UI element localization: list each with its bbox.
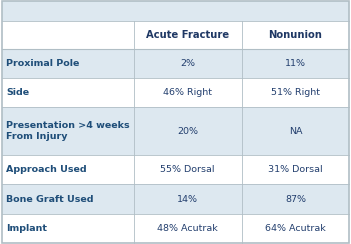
Bar <box>2 1 349 21</box>
Text: Proximal Pole: Proximal Pole <box>6 59 79 68</box>
Text: Nonunion: Nonunion <box>269 30 322 40</box>
Text: 64% Acutrak: 64% Acutrak <box>265 224 326 233</box>
Bar <box>2 78 349 107</box>
Text: 31% Dorsal: 31% Dorsal <box>268 165 323 174</box>
Text: 46% Right: 46% Right <box>163 88 212 97</box>
Text: Presentation >4 weeks
From Injury: Presentation >4 weeks From Injury <box>6 121 130 141</box>
Bar <box>2 214 349 243</box>
Text: 87%: 87% <box>285 194 306 203</box>
Text: Approach Used: Approach Used <box>6 165 87 174</box>
Text: 20%: 20% <box>177 127 198 136</box>
Text: 2%: 2% <box>180 59 195 68</box>
Bar <box>2 107 349 155</box>
Text: Acute Fracture: Acute Fracture <box>146 30 229 40</box>
Bar <box>2 21 349 49</box>
Text: 14%: 14% <box>177 194 198 203</box>
Bar <box>2 155 349 184</box>
Text: NA: NA <box>289 127 302 136</box>
Text: 11%: 11% <box>285 59 306 68</box>
Bar <box>2 184 349 214</box>
Text: Bone Graft Used: Bone Graft Used <box>6 194 93 203</box>
Bar <box>2 49 349 78</box>
Text: Implant: Implant <box>6 224 47 233</box>
Text: 51% Right: 51% Right <box>271 88 320 97</box>
Text: 48% Acutrak: 48% Acutrak <box>157 224 218 233</box>
Text: Side: Side <box>6 88 29 97</box>
Text: 55% Dorsal: 55% Dorsal <box>160 165 215 174</box>
